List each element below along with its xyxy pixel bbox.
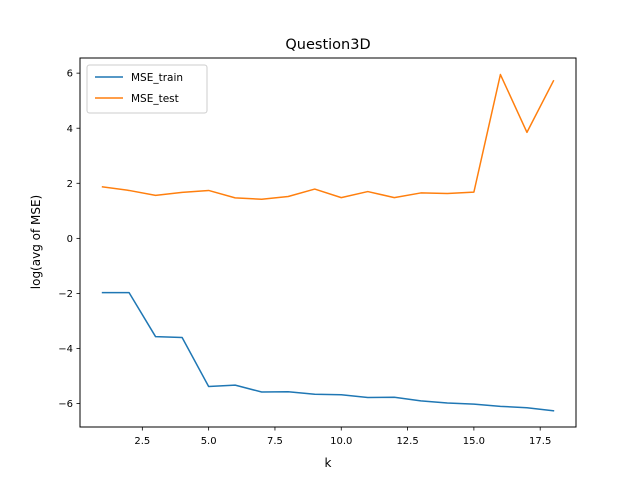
y-tick-label: 0 — [67, 234, 73, 245]
y-tick-label: −6 — [58, 399, 73, 410]
y-tick-label: 2 — [67, 179, 73, 190]
x-tick-label: 17.5 — [529, 436, 551, 447]
y-tick-label: 6 — [67, 69, 73, 80]
x-tick-label: 7.5 — [267, 436, 283, 447]
x-tick-label: 15.0 — [463, 436, 485, 447]
y-axis-label: log(avg of MSE) — [29, 195, 43, 289]
x-tick-label: 2.5 — [134, 436, 150, 447]
x-axis-label: k — [325, 456, 332, 470]
series-line-mse-test — [101, 73, 555, 201]
legend-label: MSE_train — [131, 72, 183, 84]
chart-title: Question3D — [285, 37, 370, 53]
legend-label: MSE_test — [131, 93, 179, 105]
plot-frame — [79, 57, 577, 428]
plot-area: 2.5 5.0 7.5 10.0 12.5 15.0 17.5 −6 −4 −2 0 2 4 6 MSE_t… — [58, 64, 555, 447]
y-tick-label: −4 — [58, 344, 73, 355]
y-tick-label: −2 — [58, 289, 73, 300]
y-tick-label: 4 — [67, 124, 73, 135]
x-tick-label: 10.0 — [330, 436, 352, 447]
x-tick-label: 12.5 — [396, 436, 418, 447]
x-tick-label: 5.0 — [201, 436, 217, 447]
series-line-mse-train — [101, 291, 555, 412]
